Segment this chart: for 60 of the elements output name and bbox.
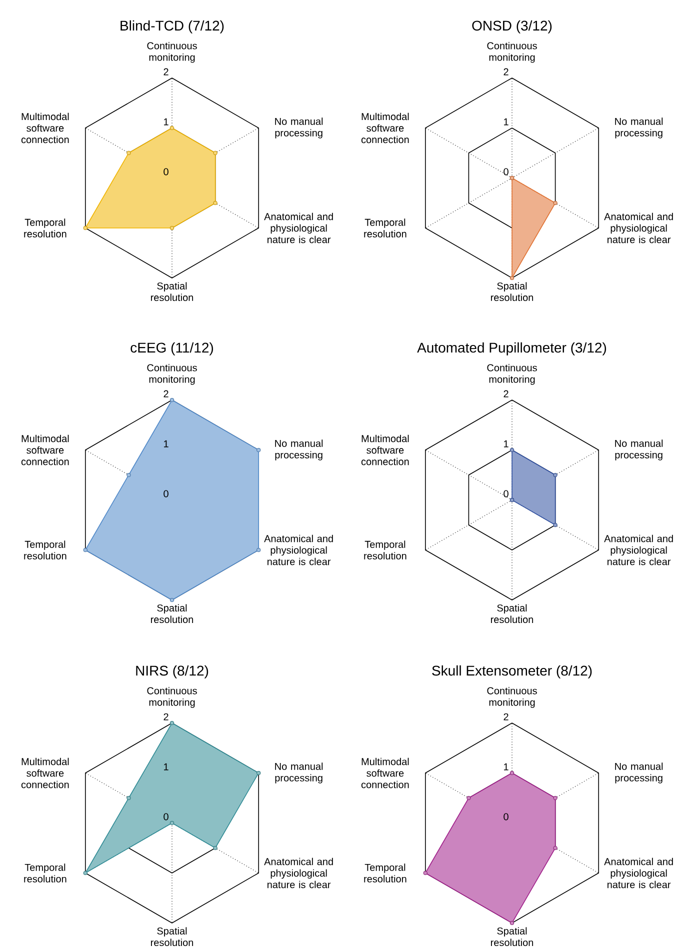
y-tick-label: 2 xyxy=(164,713,168,720)
spoke-label: Temporal resolution xyxy=(24,864,66,882)
spoke-label: Anatomical and physiological nature is clear xyxy=(604,212,673,244)
y-tick-label: 0 xyxy=(504,813,508,820)
chart-title: Automated Pupillometer (3/12) xyxy=(417,342,606,356)
spoke-label: Continuous monitoring xyxy=(147,686,197,708)
spoke-label: Multimodal software connection xyxy=(21,112,69,144)
y-tick-label: 0 xyxy=(504,490,508,498)
spoke-label: No manual processing xyxy=(615,118,663,138)
y-tick-label: 2 xyxy=(504,713,508,720)
spoke-label: Anatomical and physiological nature is clear xyxy=(604,858,673,888)
y-tick-label: 0 xyxy=(164,813,168,820)
y-tick-label: 0 xyxy=(504,168,508,176)
y-tick-label: 0 xyxy=(164,490,168,498)
y-tick-label: 0 xyxy=(164,168,168,176)
spoke-label: No manual processing xyxy=(275,118,323,138)
spoke-label: Temporal resolution xyxy=(24,218,66,238)
spoke-label: Multimodal software connection xyxy=(361,758,409,788)
spoke-label: Continuous monitoring xyxy=(147,364,197,385)
y-tick-label: 1 xyxy=(164,763,168,770)
spoke-label: Spatial resolution xyxy=(490,927,534,946)
spoke-label: Multimodal software connection xyxy=(21,758,69,788)
spoke-label: Temporal resolution xyxy=(364,218,406,238)
chart-title: ONSD (3/12) xyxy=(472,20,552,34)
spoke-label: Multimodal software connection xyxy=(21,434,69,466)
spoke-label: Spatial resolution xyxy=(150,927,194,946)
y-tick-label: 1 xyxy=(504,118,508,126)
chart-title: Skull Extensometer (8/12) xyxy=(432,665,592,678)
spoke-label: Temporal resolution xyxy=(364,540,406,560)
chart-title: cEEG (11/12) xyxy=(130,342,214,356)
spoke-label: Continuous monitoring xyxy=(487,364,537,385)
y-tick-label: 2 xyxy=(504,68,508,76)
spoke-label: Multimodal software connection xyxy=(361,434,409,466)
spoke-label: Spatial resolution xyxy=(490,282,534,302)
spoke-label: No manual processing xyxy=(275,762,323,784)
y-tick-label: 1 xyxy=(164,118,168,126)
spoke-label: Anatomical and physiological nature is clear xyxy=(264,858,333,888)
y-tick-label: 1 xyxy=(504,440,508,448)
spoke-label: Spatial resolution xyxy=(150,282,194,302)
spoke-label: Continuous monitoring xyxy=(487,42,537,63)
spoke-label: Anatomical and physiological nature is clear xyxy=(264,212,333,244)
spoke-label: No manual processing xyxy=(615,762,663,784)
y-tick-label: 1 xyxy=(164,440,168,448)
chart-title: NIRS (8/12) xyxy=(136,665,208,678)
spoke-label: Spatial resolution xyxy=(490,604,534,624)
spoke-label: Spatial resolution xyxy=(150,604,194,624)
y-tick-label: 2 xyxy=(164,390,168,398)
y-tick-label: 1 xyxy=(504,763,508,770)
spoke-label: Temporal resolution xyxy=(24,540,66,560)
chart-title: Blind-TCD (7/12) xyxy=(120,20,224,34)
spoke-label: Temporal resolution xyxy=(364,864,406,882)
spoke-label: No manual processing xyxy=(615,440,663,460)
spoke-label: Multimodal software connection xyxy=(361,112,409,144)
y-tick-label: 2 xyxy=(164,68,168,76)
spoke-label: Continuous monitoring xyxy=(487,686,537,708)
spoke-label: Continuous monitoring xyxy=(147,42,197,63)
spoke-label: No manual processing xyxy=(275,440,323,460)
y-tick-label: 2 xyxy=(504,390,508,398)
spoke-label: Anatomical and physiological nature is clear xyxy=(604,534,673,566)
spoke-label: Anatomical and physiological nature is clear xyxy=(264,534,333,566)
